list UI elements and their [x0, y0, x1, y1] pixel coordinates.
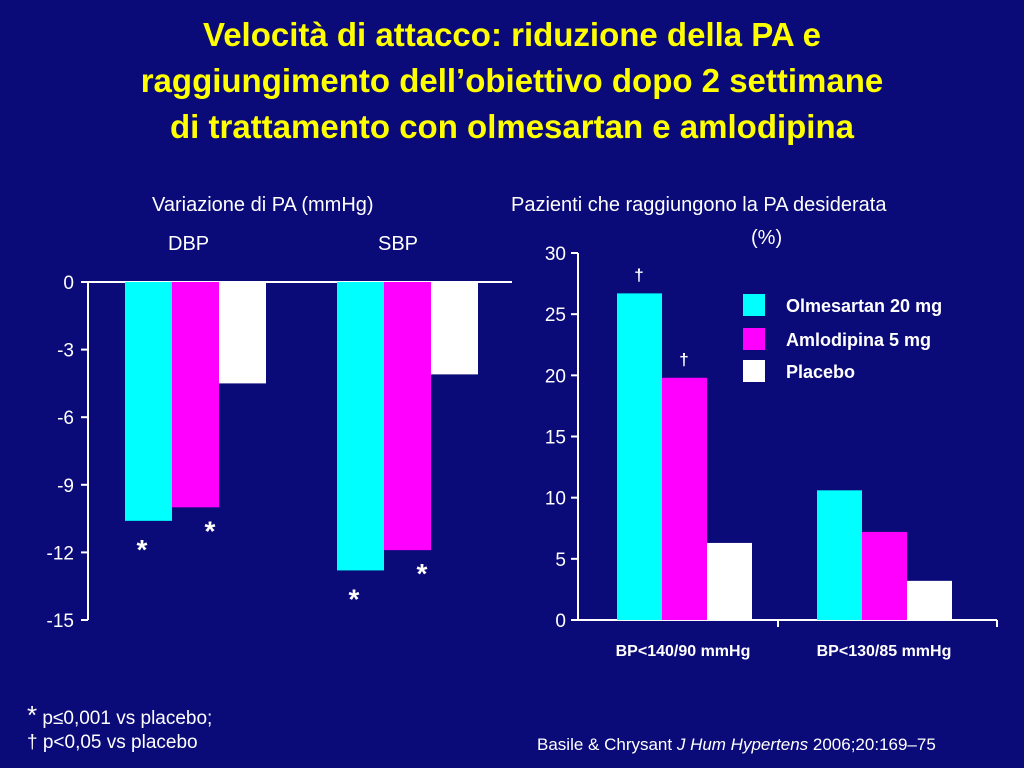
right-y-tick-label: 30	[545, 244, 566, 265]
left-significance-marker: *	[417, 558, 428, 589]
left-y-tick-label: 0	[63, 273, 74, 294]
legend-swatch-placebo	[743, 360, 765, 382]
citation-details: 2006;20:169–75	[808, 735, 936, 754]
title-line-3: di trattamento con olmesartan e amlodipi…	[170, 108, 854, 145]
left-bar-dbp-placebo	[219, 282, 266, 384]
left-category-sbp: SBP	[378, 233, 419, 255]
footnote-star: * p≤0,001 vs placebo;	[27, 700, 212, 731]
left-y-tick-label: -12	[47, 543, 74, 564]
legend-label-amlodipina-5-mg: Amlodipina 5 mg	[786, 330, 931, 350]
left-bar-sbp-amlodipina-5-mg	[384, 282, 431, 551]
citation-journal: J Hum Hypertens	[676, 735, 809, 754]
right-bar-bp-140-90-mmhg-olmesartan-20-mg	[617, 293, 662, 620]
legend-swatch-amlodipina-5-mg	[743, 328, 765, 350]
left-y-tick-label: -9	[57, 476, 74, 497]
right-x-category-label: BP<140/90 mmHg	[616, 643, 751, 660]
right-y-tick-label: 5	[555, 550, 566, 571]
legend-label-olmesartan-20-mg: Olmesartan 20 mg	[786, 296, 942, 316]
right-significance-marker: †	[679, 350, 688, 369]
right-chart-unit: (%)	[751, 227, 783, 249]
right-significance-marker: †	[634, 265, 643, 284]
citation: Basile & Chrysant J Hum Hypertens 2006;2…	[537, 735, 936, 755]
footnote-star-symbol: *	[27, 700, 38, 730]
left-significance-marker: *	[137, 534, 148, 565]
right-bar-bp-130-85-mmhg-amlodipina-5-mg	[862, 531, 907, 620]
left-y-tick-label: -6	[57, 408, 74, 429]
right-y-tick-label: 20	[545, 366, 566, 387]
footnote-star-text: p≤0,001 vs placebo;	[37, 708, 213, 729]
right-x-category-label: BP<130/85 mmHg	[817, 643, 952, 660]
slide-title: Velocità di attacco: riduzione della PA …	[0, 12, 1024, 150]
left-chart-title: Variazione di PA (mmHg)	[152, 194, 374, 216]
right-y-tick-label: 15	[545, 428, 566, 449]
left-significance-marker: *	[349, 583, 360, 614]
right-chart-title: Pazienti che raggiungono la PA desiderat…	[511, 194, 887, 216]
right-bar-bp-140-90-mmhg-amlodipina-5-mg	[662, 377, 707, 620]
left-bar-dbp-olmesartan-20-mg	[125, 282, 172, 521]
right-y-tick-label: 25	[545, 305, 566, 326]
title-line-2: raggiungimento dell’obiettivo dopo 2 set…	[140, 62, 884, 99]
right-y-tick-label: 0	[555, 611, 566, 632]
legend-label-placebo: Placebo	[786, 362, 855, 382]
title-line-1: Velocità di attacco: riduzione della PA …	[203, 16, 821, 53]
right-bar-bp-130-85-mmhg-olmesartan-20-mg	[817, 490, 862, 620]
right-y-tick-label: 10	[545, 489, 566, 510]
left-bar-sbp-placebo	[431, 282, 478, 375]
left-category-dbp: DBP	[168, 233, 210, 255]
legend-swatch-olmesartan-20-mg	[743, 294, 765, 316]
left-y-tick-label: -15	[47, 611, 74, 632]
left-significance-marker: *	[205, 515, 216, 546]
footnote-dagger: † p<0,05 vs placebo	[27, 732, 198, 753]
citation-authors: Basile & Chrysant	[537, 735, 677, 754]
right-bar-bp-130-85-mmhg-placebo	[907, 580, 952, 620]
left-bar-dbp-amlodipina-5-mg	[172, 282, 219, 508]
left-bar-sbp-olmesartan-20-mg	[337, 282, 384, 571]
right-bar-bp-140-90-mmhg-placebo	[707, 542, 752, 620]
left-y-tick-label: -3	[57, 341, 74, 362]
